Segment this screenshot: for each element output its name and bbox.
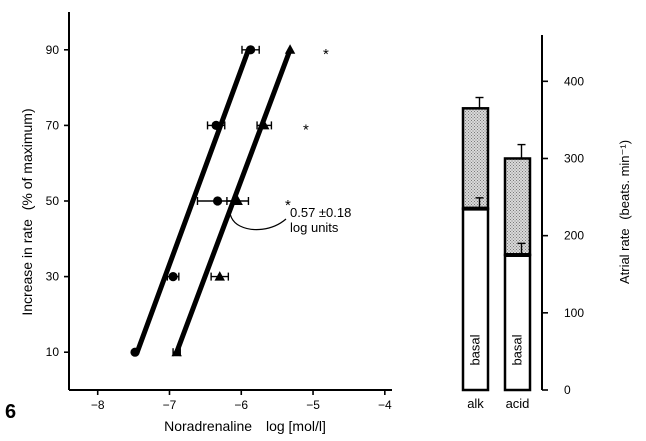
right-chart: 0 100 200 300 400 basal alk basal acid Atrial r… [461, 35, 632, 411]
triangle-point [259, 119, 270, 130]
y-tick-label: 90 [46, 43, 60, 57]
right-y-tick-label: 400 [564, 74, 584, 88]
fit-line-series-1 [134, 47, 251, 355]
annotation-pointer [229, 205, 287, 231]
x-tick-label: −5 [306, 398, 320, 412]
y-tick-label: 30 [46, 270, 60, 284]
data-points [130, 44, 296, 357]
triangle-point [171, 346, 182, 357]
x-axis-label-units: log [mol/l] [266, 418, 326, 434]
bar-basal-alk [461, 207, 490, 392]
circle-point [130, 347, 140, 357]
circle-point [212, 196, 223, 206]
x-axis-label: Noradrenaline log [mol/l] [164, 418, 326, 434]
y-axis-label: Increase in rate (% of maximum) [19, 108, 35, 315]
right-y-tick-label: 0 [564, 383, 571, 397]
bar-increase-alk [461, 107, 490, 210]
triangle-point [214, 271, 225, 281]
y-tick-label: 50 [46, 194, 60, 208]
bar-increase-acid [503, 157, 532, 257]
triangle-point [284, 44, 296, 54]
bar-category-label: alk [467, 396, 484, 411]
bar-inner-label: basal [468, 334, 483, 365]
significance-asterisk: * [285, 197, 291, 214]
bars: basal alk basal acid [461, 96, 532, 411]
right-y-tick-label: 200 [564, 229, 584, 243]
circle-point [245, 45, 256, 55]
annotation-line-1: 0.57 ±0.18 [290, 205, 351, 220]
right-y-axis-label-units: (beats. min⁻¹) [617, 140, 632, 220]
triangle-point [232, 195, 243, 205]
right-y-axis-label: Atrial rate (beats. min⁻¹) [617, 140, 632, 284]
circle-point [211, 120, 221, 130]
x-tick-label: −8 [91, 398, 105, 412]
significance-marks: * * * [285, 46, 329, 214]
significance-asterisk: * [303, 121, 309, 138]
bar-basal-acid [503, 253, 532, 392]
right-y-tick-label: 300 [564, 151, 584, 165]
bar-category-label: acid [506, 396, 530, 411]
left-x-ticks: −8 −7 −6 −5 −4 [91, 390, 392, 412]
left-y-ticks: 10 30 50 70 90 [46, 43, 69, 359]
right-y-ticks: 0 100 200 300 400 [542, 74, 584, 397]
x-tick-label: −4 [378, 398, 392, 412]
circle-point [168, 272, 178, 282]
figure-number: 6 [5, 401, 16, 423]
x-tick-label: −6 [234, 398, 248, 412]
left-chart: −8 −7 −6 −5 −4 10 30 50 70 90 * * * 0.57 ±0.18 log… [5, 12, 392, 434]
y-axis-label-main: Increase in rate [19, 219, 35, 316]
annotation-line-2: log units [290, 220, 339, 235]
significance-asterisk: * [323, 46, 329, 63]
y-axis-label-units: (% of maximum) [19, 108, 35, 210]
x-tick-label: −7 [163, 398, 177, 412]
right-y-axis-label-main: Atrial rate [617, 228, 632, 284]
y-tick-label: 70 [46, 118, 60, 132]
x-axis-label-main: Noradrenaline [164, 418, 252, 434]
right-y-tick-label: 100 [564, 306, 584, 320]
y-tick-label: 10 [46, 345, 60, 359]
bar-inner-label: basal [510, 334, 525, 365]
